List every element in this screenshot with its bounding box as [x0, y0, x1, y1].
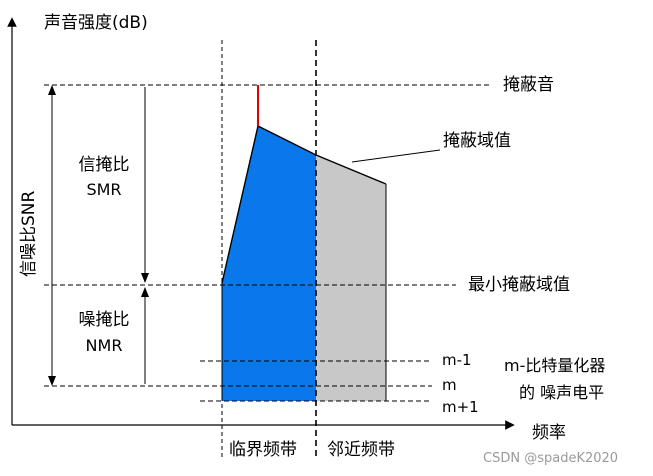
snr-label: 信噪比SNR: [19, 190, 39, 277]
adjacent-band-area: [316, 155, 386, 401]
masking-threshold-label: 掩蔽域值: [443, 131, 511, 151]
quant-noise-label-line1: m-比特量化器: [504, 356, 605, 375]
x-axis-label: 频率: [532, 423, 566, 443]
masker-label: 掩蔽音: [503, 75, 554, 95]
nmr-label-cn: 噪掩比: [79, 310, 130, 330]
y-axis-label: 声音强度(dB): [44, 13, 148, 33]
watermark: CSDN @spadeK2020: [483, 451, 618, 466]
quant-noise-label-line2: 的 噪声电平: [519, 383, 604, 402]
level-m-minus-1-label: m-1: [442, 351, 472, 369]
critical-band-area: [222, 126, 316, 401]
level-m-label: m: [442, 376, 457, 394]
threshold-leader-line: [351, 149, 441, 163]
masking-threshold-curve: [221, 124, 387, 284]
smr-label-en: SMR: [86, 180, 121, 199]
level-m-plus-1-label: m+1: [442, 398, 479, 416]
min-threshold-label: 最小掩蔽域值: [468, 275, 570, 295]
critical-band-label: 临界频带: [229, 440, 297, 460]
smr-label-cn: 信掩比: [79, 155, 130, 175]
adjacent-band-label: 邻近频带: [327, 440, 395, 460]
nmr-label-en: NMR: [86, 336, 123, 355]
